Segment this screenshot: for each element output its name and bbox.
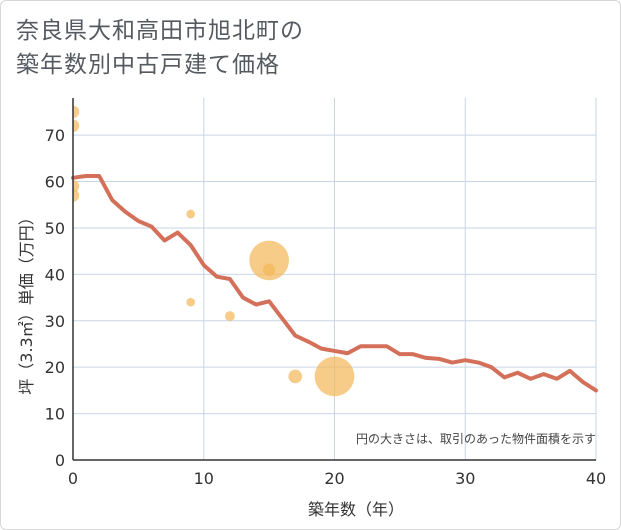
bubble-point-1	[73, 119, 80, 133]
bubble-point-10	[314, 356, 355, 397]
axis-layer: 0 10 20 30 40 0 10 20 30 40 50 60 70	[45, 98, 606, 488]
chart-title: 奈良県大和高田市旭北町の 築年数別中古戸建て価格	[16, 14, 304, 82]
x-tick-label-30: 30	[455, 469, 475, 488]
y-tick-label-70: 70	[45, 126, 65, 145]
y-tick-label-40: 40	[45, 265, 65, 284]
x-tick-label-20: 20	[324, 469, 344, 488]
bubble-point-3	[73, 189, 80, 202]
y-tick-label-60: 60	[45, 173, 65, 192]
bubble-point-2	[73, 179, 80, 193]
bubble-point-5	[186, 297, 196, 307]
bubble-layer	[73, 105, 355, 397]
y-tick-label-10: 10	[45, 405, 65, 424]
chart-title-line-1: 奈良県大和高田市旭北町の	[16, 18, 304, 44]
bubble-point-4	[186, 209, 196, 219]
grid-layer	[73, 98, 597, 460]
bubble-point-9	[288, 369, 303, 384]
y-tick-label-0: 0	[55, 451, 65, 470]
x-tick-label-10: 10	[194, 469, 214, 488]
y-tick-label-30: 30	[45, 312, 65, 331]
x-tick-label-0: 0	[68, 469, 78, 488]
bubble-size-note: 円の大きさは、取引のあった物件面積を示す	[356, 431, 596, 446]
bubble-point-0	[73, 105, 80, 119]
bubble-point-6	[224, 311, 235, 322]
bubble-point-8	[262, 263, 276, 276]
bubble-point-7	[249, 240, 289, 281]
chart-title-line-2: 築年数別中古戸建て価格	[16, 52, 280, 78]
y-tick-label-20: 20	[45, 358, 65, 377]
average-price-line	[71, 173, 598, 393]
x-axis-label: 築年数（年）	[308, 500, 404, 519]
line-layer	[71, 173, 598, 393]
y-axis-label: 坪（3.3㎡）単価（万円）	[17, 209, 36, 394]
y-tick-label-50: 50	[45, 219, 65, 238]
x-tick-label-40: 40	[586, 469, 606, 488]
